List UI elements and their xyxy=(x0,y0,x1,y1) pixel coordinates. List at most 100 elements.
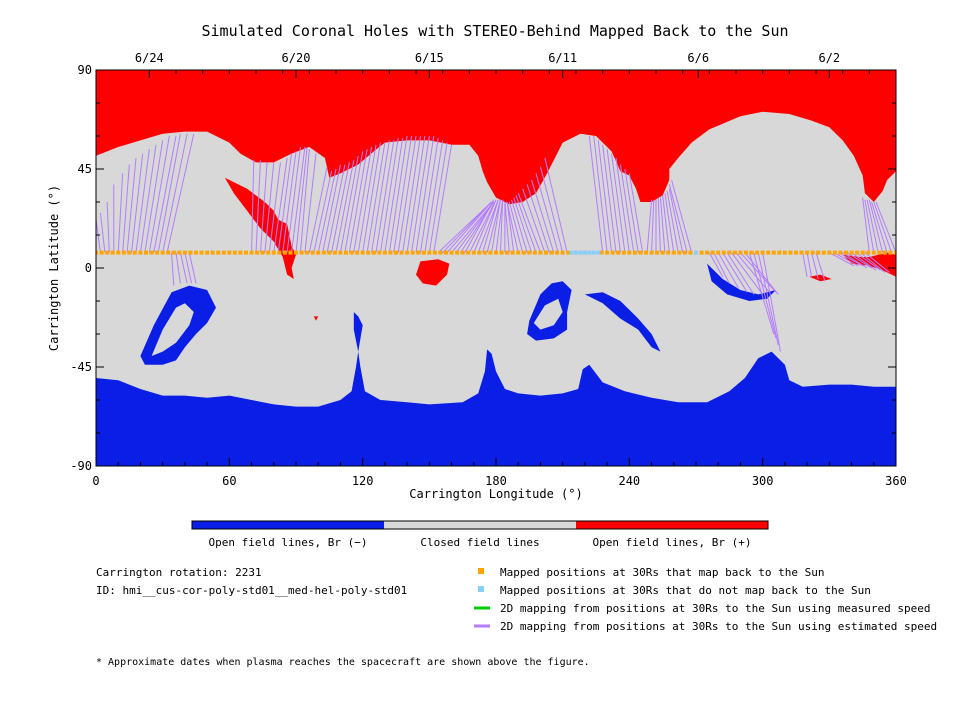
estimated-speed-mapping-line xyxy=(144,140,164,253)
mapped-position-marker xyxy=(360,250,365,255)
estimated-speed-mapping-line xyxy=(535,173,559,253)
estimated-speed-mapping-line xyxy=(871,201,888,253)
colorbar-frame xyxy=(191,520,769,530)
estimated-speed-mapping-line xyxy=(99,212,106,253)
mapped-position-marker xyxy=(405,250,410,255)
mapped-position-marker xyxy=(844,250,848,255)
mapped-position-marker xyxy=(377,250,382,255)
estimated-speed-mapping-line xyxy=(366,142,386,253)
estimated-speed-mapping-line xyxy=(464,199,495,253)
mapped-position-marker xyxy=(494,250,498,255)
mapped-position-marker xyxy=(777,250,782,255)
carrington-rotation: Carrington rotation: 2231 xyxy=(96,566,262,579)
mapped-position-marker xyxy=(238,250,243,255)
estimated-speed-mapping-line xyxy=(406,135,426,253)
colorbar: Open field lines, Br (−) Closed field lin… xyxy=(191,520,769,549)
estimated-speed-mapping-line xyxy=(624,168,639,253)
mapped-position-marker xyxy=(305,250,310,255)
mapped-position-marker xyxy=(321,250,326,255)
estimated-speed-mapping-line xyxy=(526,184,550,253)
footnote: * Approximate dates when plasma reaches … xyxy=(96,657,590,668)
estimated-speed-mapping-line xyxy=(308,166,328,253)
estimated-speed-mapping-line xyxy=(135,149,150,253)
estimated-speed-mapping-line xyxy=(726,252,755,295)
mapped-position-marker xyxy=(149,250,154,255)
estimated-speed-mapping-line xyxy=(184,252,193,284)
mapped-position-marker xyxy=(805,250,810,255)
estimated-speed-mapping-line xyxy=(855,252,881,271)
legend-entry: Mapped positions at 30Rs that map back t… xyxy=(500,566,825,579)
negative-coronal-hole xyxy=(584,292,661,352)
mapped-position-marker xyxy=(488,250,493,255)
estimated-speed-mapping-line xyxy=(851,252,877,271)
estimated-speed-mapping-line xyxy=(522,188,546,253)
mapped-position-marker xyxy=(438,250,443,255)
estimated-speed-mapping-line xyxy=(842,252,868,269)
estimated-speed-mapping-line xyxy=(357,144,377,253)
estimated-speed-mapping-line xyxy=(593,135,608,253)
mapped-position-marker xyxy=(316,250,321,255)
estimated-speed-mapping-line xyxy=(442,201,492,253)
mapped-position-marker xyxy=(627,250,632,255)
estimated-speed-mapping-line xyxy=(744,252,779,295)
estimated-speed-mapping-line xyxy=(419,138,439,253)
colorbar-label: Closed field lines xyxy=(420,536,539,549)
unmapped-position-marker xyxy=(596,250,601,255)
unmapped-position-marker xyxy=(569,250,574,255)
positive-coronal-hole xyxy=(809,274,832,282)
mapped-position-marker xyxy=(516,250,521,255)
estimated-speed-mapping-line xyxy=(802,252,808,277)
mapped-position-marker xyxy=(888,250,893,255)
mapped-position-marker xyxy=(510,250,515,255)
estimated-speed-mapping-line xyxy=(362,142,381,253)
mapped-position-marker xyxy=(482,250,487,255)
estimated-speed-mapping-line xyxy=(162,133,188,253)
mapped-position-marker xyxy=(894,250,896,255)
estimated-speed-mapping-line xyxy=(415,135,435,253)
unmapped-position-marker xyxy=(591,250,596,255)
estimated-speed-mapping-line xyxy=(722,252,748,293)
mapped-position-marker xyxy=(394,250,398,255)
estimated-speed-mapping-line xyxy=(468,199,497,253)
mapped-position-marker xyxy=(144,250,148,255)
mapped-position-marker xyxy=(749,250,754,255)
estimated-speed-mapping-line xyxy=(659,197,666,253)
estimated-speed-mapping-line xyxy=(815,252,826,282)
estimated-speed-mapping-line xyxy=(662,195,670,253)
estimated-speed-mapping-line xyxy=(482,199,499,253)
estimated-speed-mapping-line xyxy=(811,252,819,280)
mapped-position-marker xyxy=(205,250,210,255)
estimated-speed-mapping-line xyxy=(671,179,693,253)
mapped-position-marker xyxy=(632,250,637,255)
legend-marker xyxy=(478,568,484,574)
estimated-speed-mapping-line xyxy=(657,197,661,253)
mapped-position-marker xyxy=(644,250,648,255)
plot-area xyxy=(96,70,896,466)
mapped-position-marker xyxy=(871,250,876,255)
legend-entry: 2D mapping from positions at 30Rs to the… xyxy=(500,620,937,633)
mapped-position-marker xyxy=(271,250,276,255)
mapped-position-marker xyxy=(371,250,376,255)
estimated-speed-mapping-line xyxy=(171,252,175,286)
colorbar-label: Open field lines, Br (+) xyxy=(593,536,752,549)
mapped-position-marker xyxy=(427,250,432,255)
estimated-speed-mapping-line xyxy=(388,135,408,253)
estimated-speed-mapping-line xyxy=(491,199,501,253)
estimated-speed-mapping-line xyxy=(473,199,497,253)
mapped-position-marker xyxy=(660,250,665,255)
mapped-position-marker xyxy=(499,250,504,255)
mapped-position-marker xyxy=(227,250,232,255)
mapped-position-marker xyxy=(249,250,254,255)
estimated-speed-mapping-line xyxy=(531,179,555,253)
mapped-position-marker xyxy=(366,250,371,255)
estimated-speed-mapping-line xyxy=(651,199,655,253)
estimated-speed-mapping-line xyxy=(344,151,364,253)
y-tick-label: 90 xyxy=(78,63,92,77)
mapped-position-marker xyxy=(416,250,421,255)
x-axis-label: Carrington Longitude (°) xyxy=(409,487,582,501)
positive-coronal-hole xyxy=(416,259,450,286)
mapped-position-marker xyxy=(210,250,215,255)
estimated-speed-mapping-line xyxy=(339,155,359,253)
mapped-position-marker xyxy=(282,250,287,255)
